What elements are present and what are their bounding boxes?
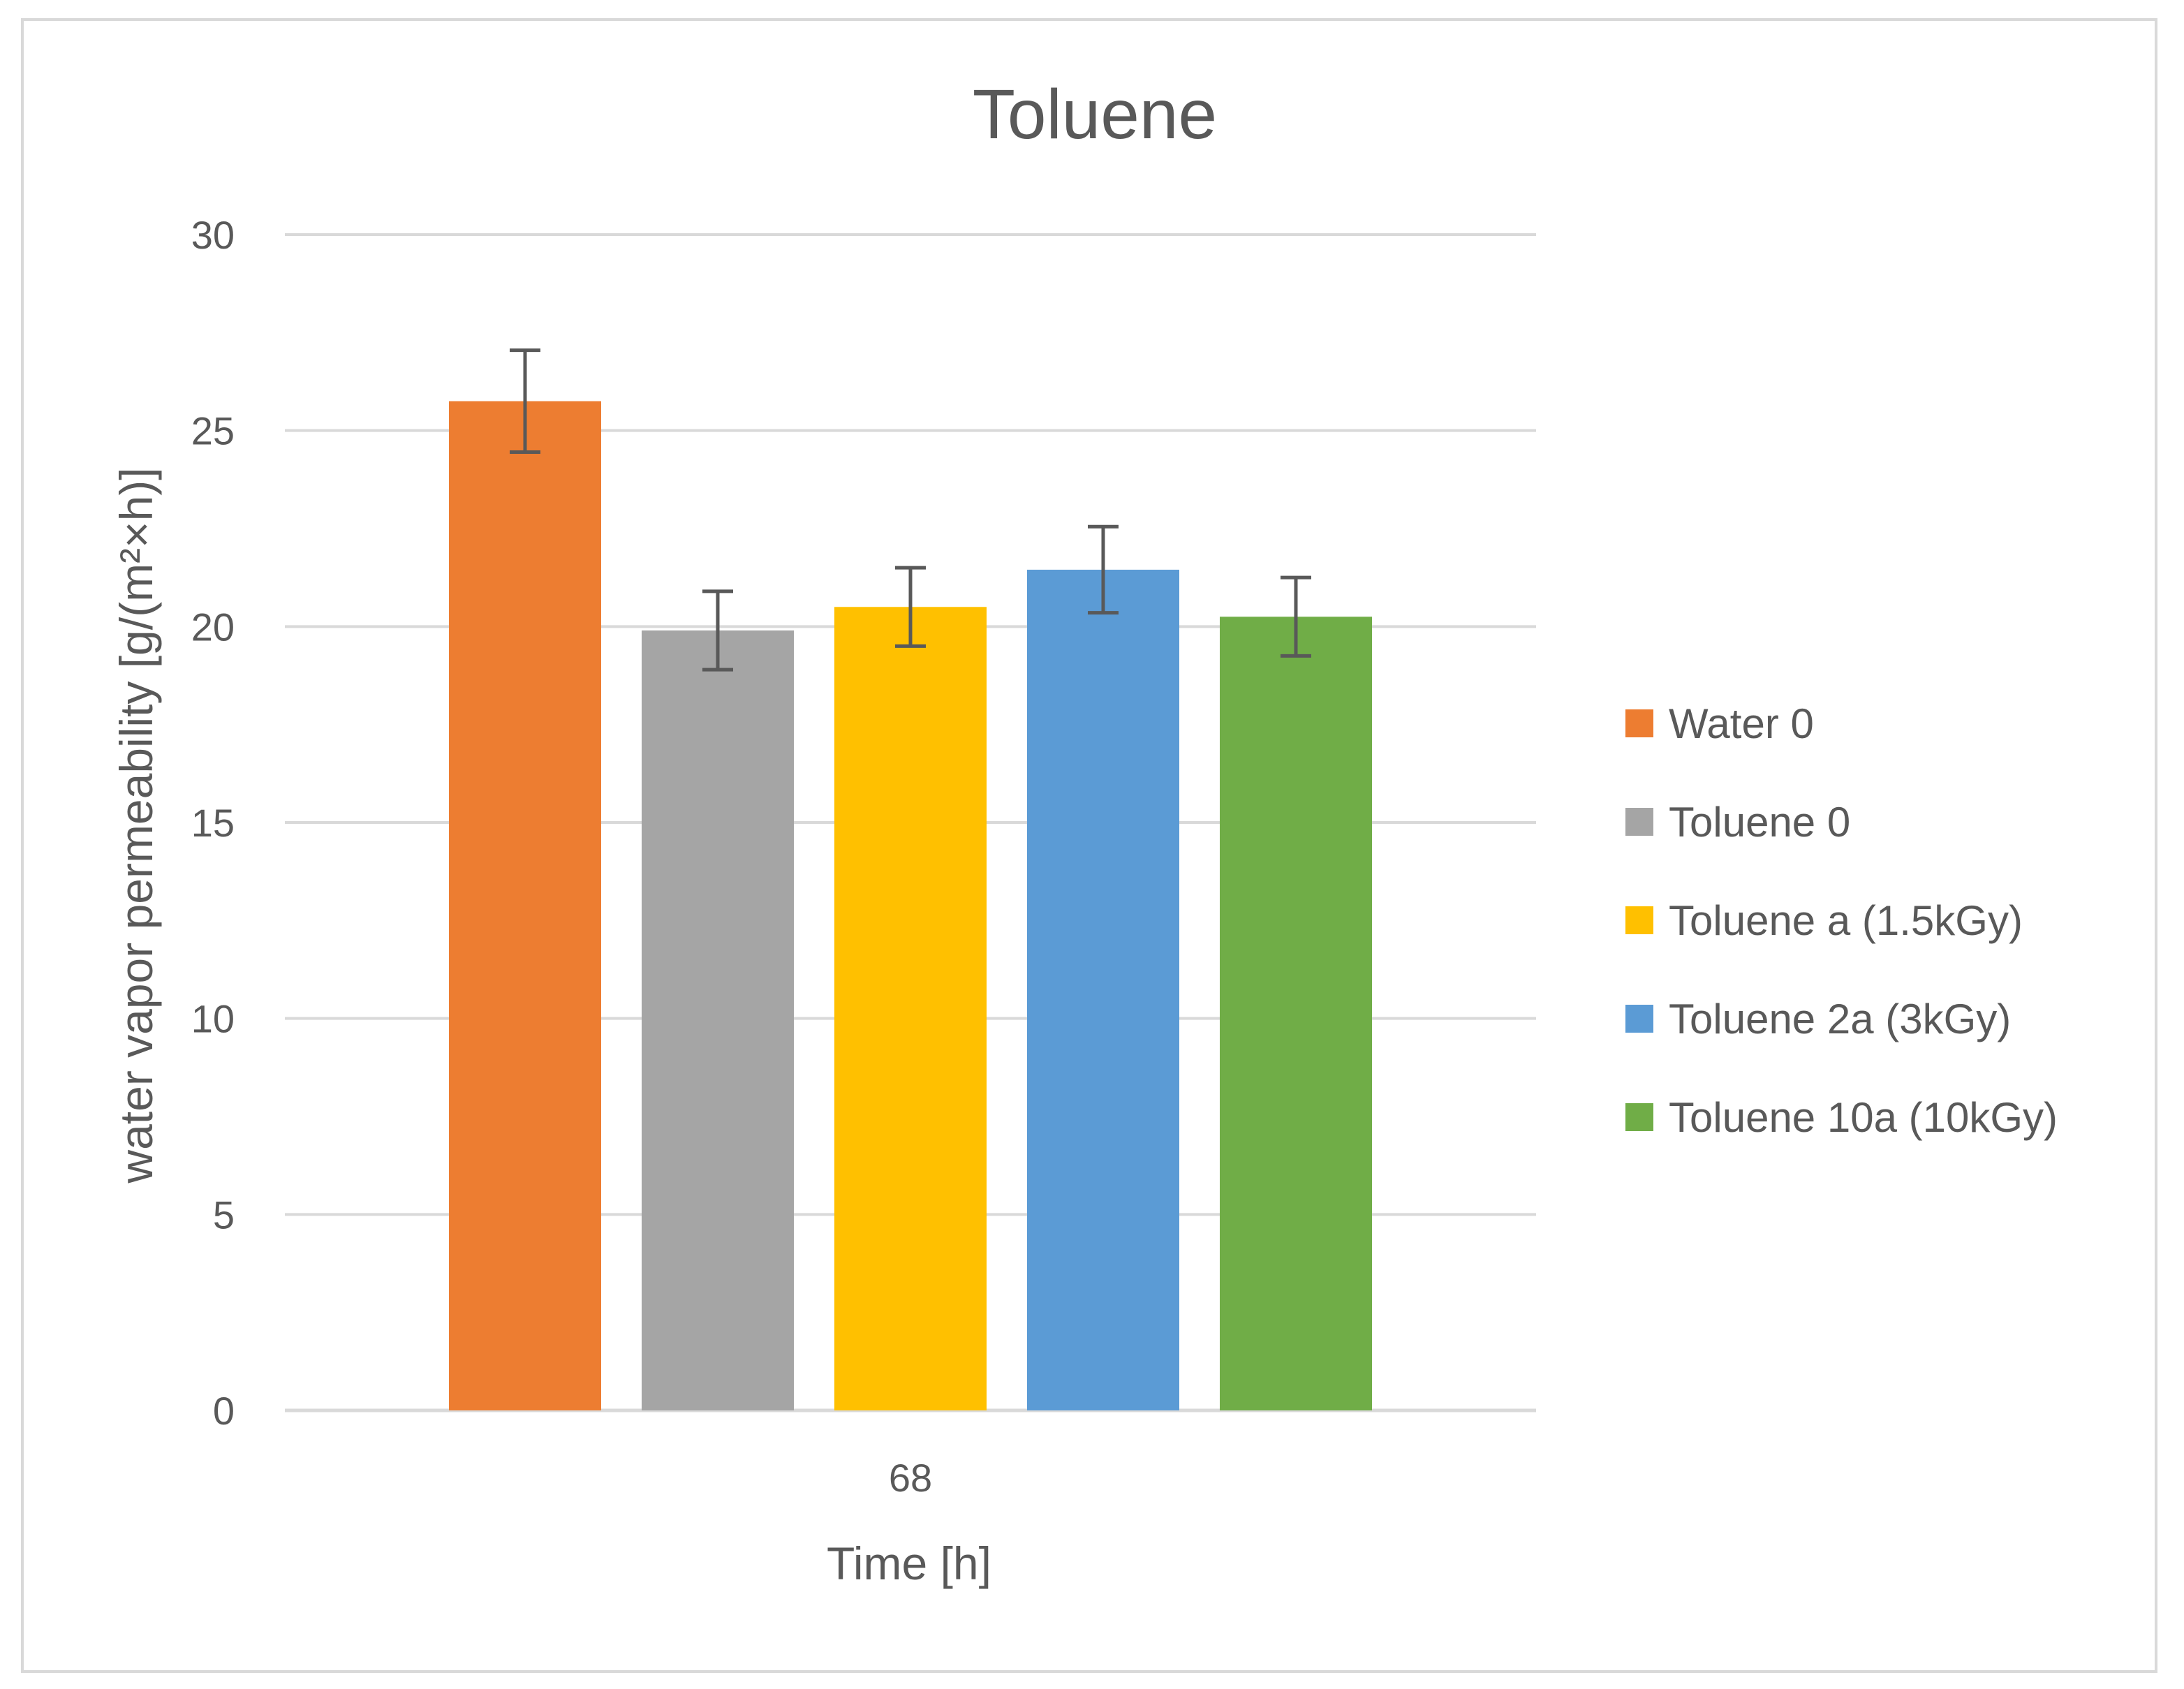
legend-swatch <box>1625 1005 1653 1033</box>
y-axis-label: water vapor permeability [g/(m²×h)] <box>110 467 162 1183</box>
legend-item: Toluene 0 <box>1625 799 1850 846</box>
y-tick-labels: 0 5 10 15 20 25 30 <box>191 213 235 1433</box>
bar <box>1220 617 1372 1410</box>
legend-item: Toluene a (1.5kGy) <box>1625 897 2023 944</box>
y-tick-label: 30 <box>191 213 235 257</box>
error-bar <box>1088 524 1119 615</box>
legend-item: Toluene 10a (10kGy) <box>1625 1094 2058 1141</box>
legend-swatch <box>1625 906 1653 934</box>
error-bar <box>1281 575 1311 658</box>
error-bar <box>895 566 926 648</box>
legend-swatch <box>1625 808 1653 836</box>
chart-title: Toluene <box>973 75 1217 154</box>
legend-item: Toluene 2a (3kGy) <box>1625 996 2011 1042</box>
error-bar <box>510 348 540 455</box>
y-tick-label: 5 <box>213 1193 235 1237</box>
bar <box>1027 569 1179 1411</box>
legend-swatch <box>1625 709 1653 737</box>
y-tick-label: 0 <box>213 1389 235 1433</box>
legend-item: Water 0 <box>1625 700 1814 747</box>
bar <box>834 607 987 1411</box>
bars <box>449 401 1372 1411</box>
y-tick-label: 10 <box>191 997 235 1041</box>
legend: Water 0 Toluene 0 Toluene a (1.5kGy) Toluen… <box>1625 700 2058 1141</box>
legend-swatch <box>1625 1103 1653 1131</box>
bar <box>449 401 601 1410</box>
legend-label: Water 0 <box>1669 700 1814 747</box>
y-tick-label: 25 <box>191 409 235 453</box>
error-bars <box>510 348 1311 672</box>
error-bar <box>702 589 733 672</box>
bar <box>642 630 794 1410</box>
x-tick-label: 68 <box>889 1456 932 1500</box>
legend-label: Toluene a (1.5kGy) <box>1669 897 2023 944</box>
legend-label: Toluene 2a (3kGy) <box>1669 996 2011 1042</box>
x-axis-label: Time [h] <box>827 1537 991 1589</box>
y-tick-label: 20 <box>191 605 235 649</box>
y-tick-label: 15 <box>191 801 235 845</box>
x-tick-labels: 68 <box>889 1456 932 1500</box>
legend-label: Toluene 0 <box>1669 799 1850 846</box>
legend-label: Toluene 10a (10kGy) <box>1669 1094 2058 1141</box>
